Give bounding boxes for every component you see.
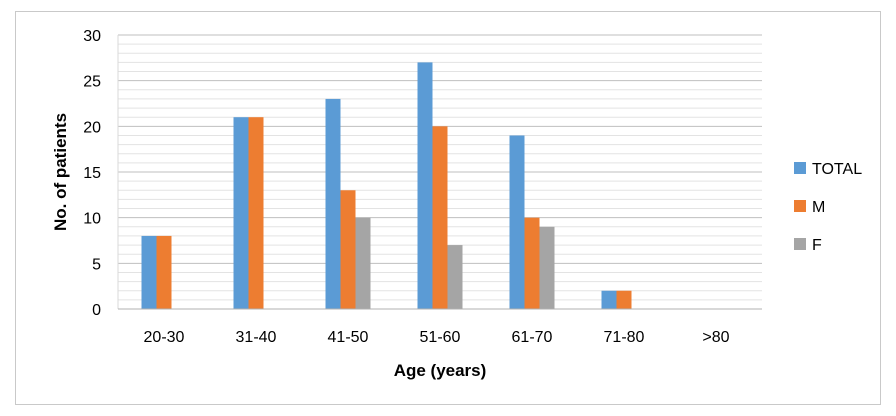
legend-label-m: M — [812, 199, 825, 216]
bar-total-1 — [233, 117, 249, 309]
bar-f-3 — [447, 245, 463, 309]
chart-frame — [15, 11, 881, 405]
x-axis-ticks: 20-30 31-40 41-50 51-60 61-70 71-80 >80 — [144, 329, 730, 346]
y-axis-ticks: 0 5 10 15 20 25 30 — [83, 28, 101, 319]
y-axis-title: No. of patients — [51, 113, 70, 231]
bar-total-0 — [141, 235, 157, 309]
bar-f-4 — [539, 226, 555, 309]
y-tick-label: 20 — [83, 119, 101, 136]
legend: TOTAL M F — [794, 161, 862, 254]
bars — [141, 62, 632, 310]
legend-label-total: TOTAL — [812, 161, 862, 178]
x-tick-label: 31-40 — [236, 329, 277, 346]
legend-swatch-f — [794, 238, 806, 250]
x-axis-title: Age (years) — [394, 361, 487, 380]
x-tick-label: 20-30 — [144, 329, 185, 346]
bar-m-2 — [340, 190, 356, 309]
y-tick-label: 0 — [92, 302, 101, 319]
bar-total-4 — [509, 135, 525, 309]
y-tick-label: 10 — [83, 211, 101, 228]
y-tick-label: 25 — [83, 74, 101, 91]
x-tick-label: 71-80 — [604, 329, 645, 346]
legend-swatch-m — [794, 200, 806, 212]
x-tick-label: 41-50 — [328, 329, 369, 346]
legend-label-f: F — [812, 237, 822, 254]
x-tick-label: 51-60 — [420, 329, 461, 346]
y-tick-label: 5 — [92, 256, 101, 273]
bar-f-2 — [355, 217, 371, 309]
bar-m-5 — [616, 290, 632, 309]
bar-total-2 — [325, 98, 341, 309]
bar-m-1 — [248, 117, 264, 309]
bar-m-3 — [432, 126, 448, 309]
x-tick-label: >80 — [702, 329, 729, 346]
bar-m-4 — [524, 217, 540, 309]
bar-m-0 — [156, 235, 172, 309]
legend-swatch-total — [794, 162, 806, 174]
y-tick-label: 15 — [83, 165, 101, 182]
x-tick-label: 61-70 — [512, 329, 553, 346]
bar-total-3 — [417, 62, 433, 310]
y-tick-label: 30 — [83, 28, 101, 45]
bar-total-5 — [601, 290, 617, 309]
